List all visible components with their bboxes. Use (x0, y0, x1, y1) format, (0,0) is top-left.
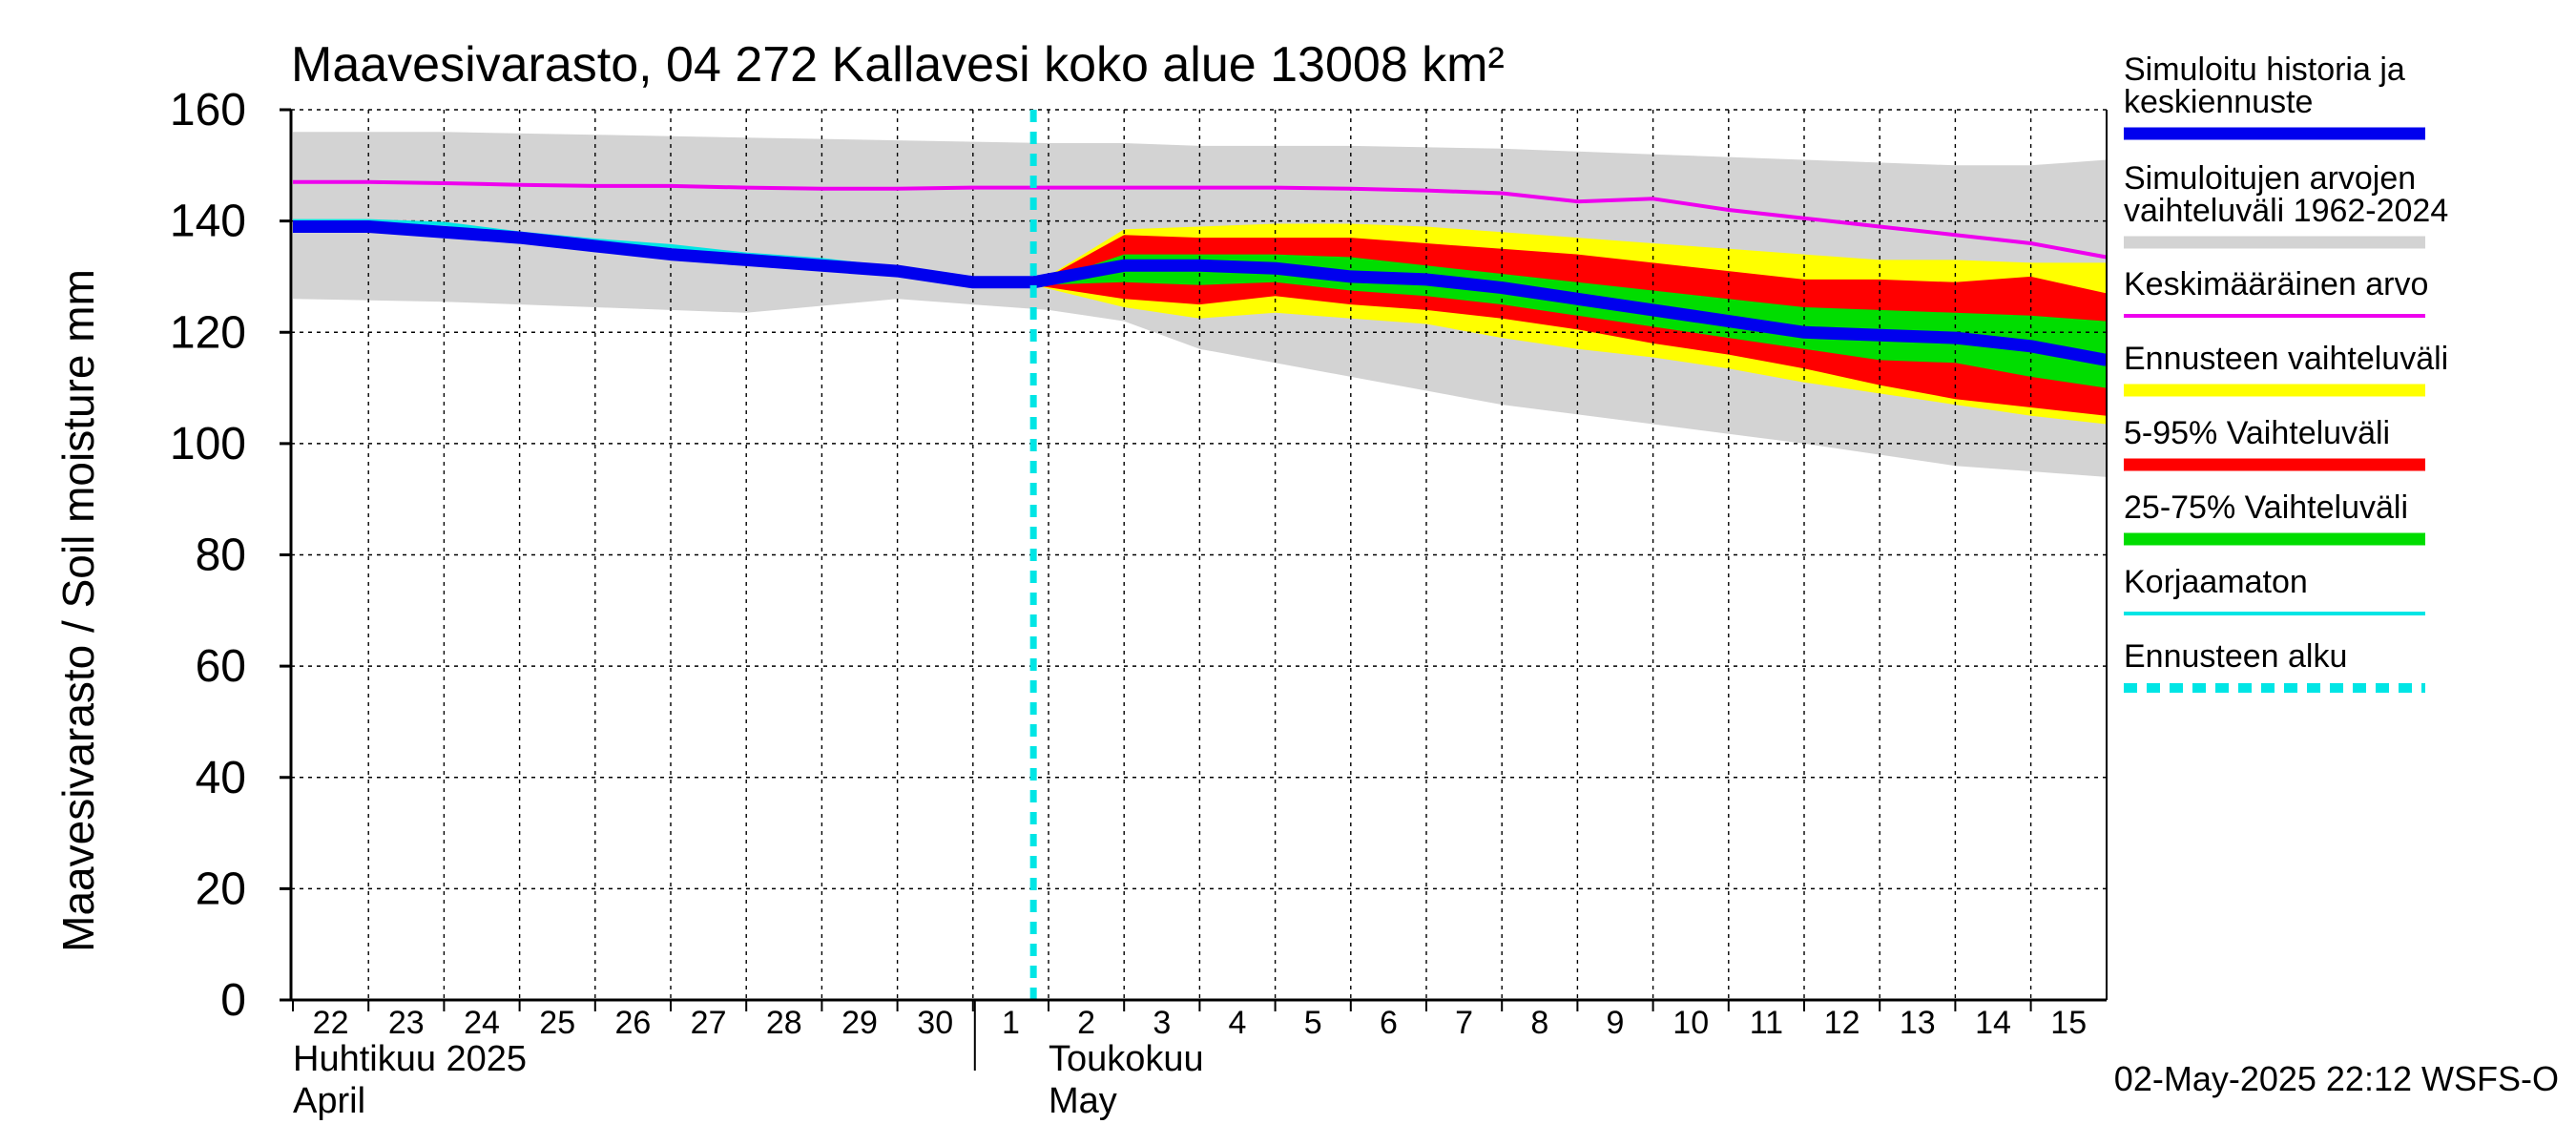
x-tick-label-9: 9 (1607, 1005, 1625, 1041)
y-tick-label-120: 120 (170, 307, 246, 358)
x-tick-label-14: 14 (1975, 1005, 2011, 1041)
x-tick-label-23: 23 (388, 1005, 425, 1041)
legend-label-3: Ennusteen vaihteluväli (2124, 341, 2448, 377)
legend-label-6: Korjaamaton (2124, 564, 2308, 600)
x-tick-label-15: 15 (2050, 1005, 2087, 1041)
y-tick-label-0: 0 (220, 975, 246, 1026)
x-tick-label-8: 8 (1530, 1005, 1548, 1041)
y-tick-label-20: 20 (196, 864, 246, 914)
legend-label-4: 5-95% Vaihteluväli (2124, 415, 2390, 451)
x-tick-label-10: 10 (1672, 1005, 1709, 1041)
x-tick-label-7: 7 (1455, 1005, 1473, 1041)
x-tick-label-24: 24 (464, 1005, 500, 1041)
y-axis-label: Maavesivarasto / Soil moisture mm (53, 269, 103, 952)
y-tick-label-100: 100 (170, 419, 246, 469)
y-tick-label-140: 140 (170, 197, 246, 247)
x-tick-label-30: 30 (917, 1005, 953, 1041)
band-layer (293, 132, 2107, 477)
series-line-2 (293, 220, 2108, 366)
legend: Simuloitu historia ja keskiennuste Simuloi… (2124, 52, 2448, 693)
x-tick-label-12: 12 (1824, 1005, 1860, 1041)
footer-timestamp: 02-May-2025 22:12 WSFS-O (2114, 1059, 2559, 1098)
legend-label-1: Simuloitujen arvojen vaihteluväli 1962-20… (2124, 160, 2448, 229)
legend-label-5: 25-75% Vaihteluväli (2124, 489, 2408, 526)
x-tick-label-26: 26 (614, 1005, 651, 1041)
x-tick-label-13: 13 (1900, 1005, 1936, 1041)
x-tick-label-4: 4 (1229, 1005, 1247, 1041)
y-tick-label-160: 160 (170, 85, 246, 135)
x-tick-label-1: 1 (1002, 1005, 1020, 1041)
x-tick-label-2: 2 (1077, 1005, 1095, 1041)
month-label-en-0: April (293, 1081, 365, 1121)
x-tick-label-25: 25 (539, 1005, 575, 1041)
x-tick-label-11: 11 (1750, 1005, 1783, 1041)
x-tick-label-5: 5 (1304, 1005, 1322, 1041)
month-label-0: Huhtikuu 2025 (293, 1039, 527, 1079)
chart-title: Maavesivarasto, 04 272 Kallavesi koko al… (291, 37, 1505, 93)
x-tick-label-3: 3 (1153, 1005, 1171, 1041)
x-tick-label-27: 27 (691, 1005, 727, 1041)
month-label-1: Toukokuu (1049, 1039, 1204, 1079)
x-tick-label-28: 28 (766, 1005, 802, 1041)
x-tick-label-6: 6 (1380, 1005, 1398, 1041)
y-tick-label-80: 80 (196, 531, 246, 581)
line-layer (293, 110, 2108, 1000)
y-tick-label-40: 40 (196, 753, 246, 803)
legend-label-0: Simuloitu historia ja keskiennuste (2124, 52, 2405, 120)
x-tick-label-29: 29 (841, 1005, 878, 1041)
x-tick-label-22: 22 (313, 1005, 349, 1041)
series-line-0 (293, 179, 2108, 260)
legend-label-2: Keskimääräinen arvo (2124, 266, 2428, 302)
y-tick-label-60: 60 (196, 641, 246, 692)
legend-label-7: Ennusteen alku (2124, 638, 2347, 675)
month-label-en-1: May (1049, 1081, 1117, 1121)
